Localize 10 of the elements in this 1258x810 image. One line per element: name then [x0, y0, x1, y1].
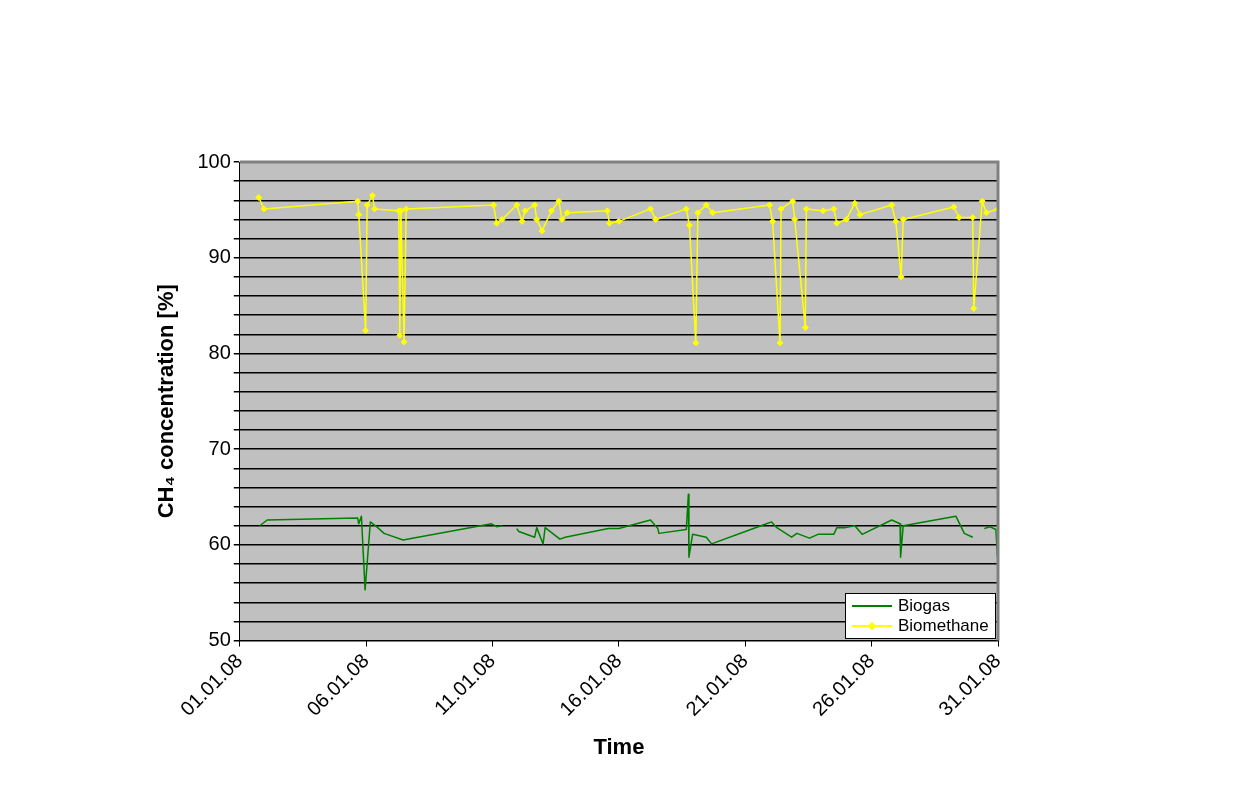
y-tick-label: 60	[208, 532, 231, 555]
y-tick-label: 80	[208, 340, 231, 363]
legend-label: Biomethane	[898, 615, 989, 636]
legend-label: Biogas	[898, 595, 950, 616]
y-tick-label: 70	[208, 436, 231, 459]
y-axis-title: CH₄ concentration [%]	[153, 284, 179, 519]
y-tick-label: 50	[208, 628, 231, 651]
y-tick-label: 100	[197, 149, 231, 172]
x-axis-title: Time	[593, 733, 645, 759]
y-tick-label: 90	[208, 245, 231, 268]
